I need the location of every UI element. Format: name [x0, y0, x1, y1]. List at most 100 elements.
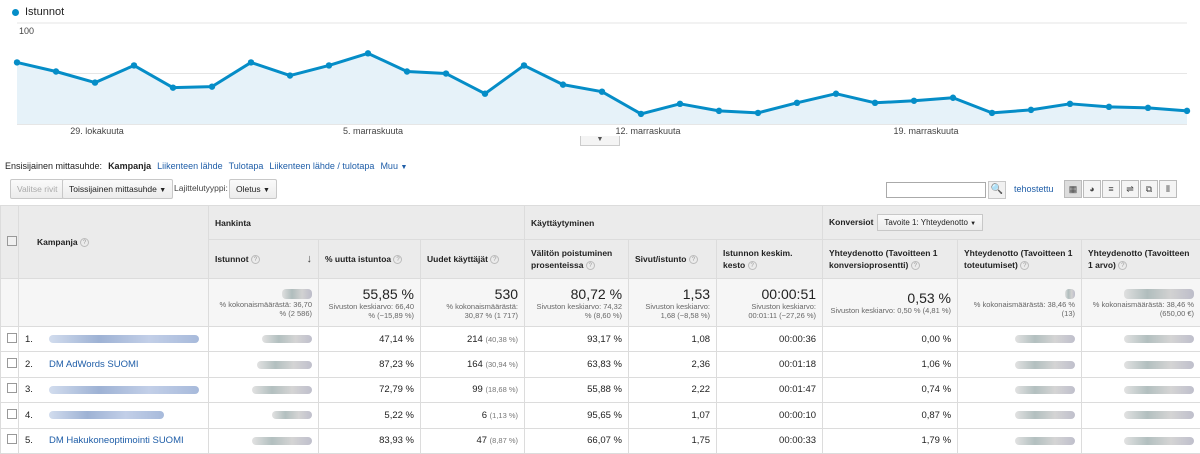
table-row[interactable]: 2. DM AdWords SUOMI 87,23 % 164 (30,94 %) 63… — [0, 351, 1200, 378]
bounce-cell: 63,83 % — [524, 351, 630, 378]
data-point — [208, 83, 216, 90]
row-checkbox[interactable] — [7, 358, 17, 369]
redacted-value — [1015, 360, 1076, 369]
redacted-campaign-link[interactable] — [49, 411, 164, 420]
help-icon[interactable]: ? — [1118, 261, 1128, 271]
column-header-pages-per-session[interactable]: Sivut/istunto ? — [628, 239, 718, 279]
table-row[interactable]: 3. 72,79 % 99 (18,68 %) 55,88 % 2,22 00:01:47… — [0, 376, 1200, 404]
redacted-value — [272, 411, 312, 420]
data-point — [130, 62, 138, 69]
help-icon[interactable]: ? — [747, 261, 757, 271]
table-search-input[interactable] — [886, 182, 986, 198]
completions-cell — [957, 427, 1083, 454]
redacted-campaign-link[interactable] — [49, 335, 199, 344]
select-all-checkbox[interactable] — [7, 236, 17, 246]
data-point — [442, 70, 450, 77]
search-button[interactable]: 🔍 — [988, 181, 1006, 199]
dimension-source-medium[interactable]: Liikenteen lähde / tulotapa — [269, 161, 375, 171]
row-checkbox[interactable] — [7, 408, 17, 419]
pie-view-button[interactable]: ◕ — [1083, 180, 1101, 198]
secondary-dimension-label: Toissijainen mittasuhde — [69, 184, 157, 194]
campaign-cell: 3. — [18, 376, 209, 404]
data-point — [1027, 106, 1035, 114]
chart-collapse-button[interactable]: ▼ — [580, 136, 620, 146]
totals-label-cell — [18, 278, 209, 327]
help-icon[interactable]: ? — [1020, 261, 1030, 271]
sessions-cell — [208, 325, 319, 353]
header-label: Uudet käyttäjät — [427, 254, 488, 264]
total-duration: 00:00:51 Sivuston keskiarvo: 00:01:11 (−2… — [716, 278, 824, 327]
dimension-medium[interactable]: Tulotapa — [228, 161, 264, 171]
goal-select-dropdown[interactable]: Tavoite 1: Yhteydenotto ▼ — [877, 214, 984, 231]
table-view-button[interactable]: ▦ — [1064, 180, 1082, 198]
column-header-bounce-rate[interactable]: Välitön poistuminen prosenteissa ? — [524, 239, 630, 279]
caret-down-icon: ▼ — [970, 221, 977, 227]
help-icon[interactable]: ? — [910, 261, 920, 271]
header-label: Istunnot — [215, 254, 249, 264]
sort-desc-icon: ↓ — [306, 253, 313, 265]
new-users-share: (40,38 %) — [485, 334, 519, 344]
duration-cell: 00:01:18 — [716, 351, 824, 378]
sort-type-value: Oletus — [236, 184, 261, 194]
row-checkbox[interactable] — [7, 332, 17, 343]
total-sub: Sivuston keskiarvo: 74,32 % (8,60 %) — [536, 301, 623, 320]
chart-plot[interactable] — [0, 0, 1200, 148]
new-users-share: (8,87 %) — [489, 436, 519, 446]
redacted-value — [1015, 385, 1076, 394]
column-header-goal-conv-rate[interactable]: Yhteydenotto (Tavoitteen 1 konversiopros… — [822, 239, 959, 279]
dimension-source[interactable]: Liikenteen lähde — [157, 161, 223, 171]
plot-rows-button[interactable]: Valitse rivit — [10, 179, 65, 199]
column-header-goal-completions[interactable]: Yhteydenotto (Tavoitteen 1 toteutumiset)… — [957, 239, 1083, 279]
table-row[interactable]: 1. 47,14 % 214 (40,38 %) 93,17 % 1,08 00:00:3… — [0, 325, 1200, 353]
term-cloud-view-button[interactable]: ⧉ — [1140, 180, 1158, 198]
column-header-sessions[interactable]: Istunnot ? ↓ — [208, 239, 319, 279]
legend-dot — [12, 8, 19, 16]
data-point — [1066, 100, 1074, 108]
column-header-new-users[interactable]: Uudet käyttäjät ? — [419, 239, 526, 279]
comparison-view-button[interactable]: ⇌ — [1121, 180, 1139, 198]
new-users-share: (1,13 %) — [489, 410, 519, 420]
table-row[interactable]: 5. DM Hakukoneoptimointi SUOMI 83,93 % 47 (… — [0, 427, 1200, 454]
x-tick-label: 29. lokakuuta — [70, 126, 124, 136]
pivot-icon: ⧉ — [1145, 184, 1153, 194]
sort-type-dropdown[interactable]: Oletus ▼ — [229, 179, 277, 199]
completions-cell — [957, 402, 1083, 429]
group-conversions: Konversiot Tavoite 1: Yhteydenotto ▼ — [822, 205, 1200, 240]
campaign-column-header[interactable]: Kampanja ? — [18, 205, 209, 279]
table-row[interactable]: 4. 5,22 % 6 (1,13 %) 95,65 % 1,07 00:00:10 0,8… — [0, 402, 1200, 429]
data-point — [988, 109, 996, 117]
help-icon[interactable]: ? — [688, 255, 698, 265]
total-new-pct: 55,85 % Sivuston keskiarvo: 66,40 % (−15,… — [318, 278, 421, 327]
x-tick-label: 12. marraskuuta — [615, 126, 681, 136]
data-point — [754, 109, 762, 117]
total-sub: % kokonaismäärästä: 38,46 % (13) — [973, 299, 1076, 318]
new-users-value: 47 — [476, 435, 488, 447]
new-users-cell: 47 (8,87 %) — [419, 427, 526, 454]
campaign-link[interactable]: DM Hakukoneoptimointi SUOMI — [49, 435, 184, 447]
dimension-other[interactable]: Muu ▼ — [380, 161, 407, 171]
header-label: % uutta istuntoa — [325, 254, 392, 264]
help-icon[interactable]: ? — [585, 261, 595, 271]
performance-view-button[interactable]: ≡ — [1102, 180, 1120, 198]
column-header-new-sessions-pct[interactable]: % uutta istuntoa ? — [318, 239, 421, 279]
row-checkbox[interactable] — [7, 434, 17, 445]
campaign-link[interactable]: DM AdWords SUOMI — [49, 359, 139, 371]
redacted-value — [1015, 411, 1076, 420]
redacted-campaign-link[interactable] — [49, 385, 199, 394]
header-label: Istunnon keskim. kesto — [723, 248, 793, 270]
help-icon[interactable]: ? — [490, 255, 500, 265]
column-header-avg-duration[interactable]: Istunnon keskim. kesto ? — [716, 239, 824, 279]
pivot-view-button[interactable]: ⦀ — [1159, 180, 1177, 198]
caret-down-icon: ▼ — [159, 187, 167, 194]
data-point — [832, 90, 840, 97]
help-icon[interactable]: ? — [393, 255, 403, 265]
secondary-dimension-dropdown[interactable]: Toissijainen mittasuhde ▼ — [62, 179, 174, 199]
dimension-campaign[interactable]: Kampanja — [108, 161, 152, 171]
column-header-goal-value[interactable]: Yhteydenotto (Tavoitteen 1 arvo) ? — [1081, 239, 1200, 279]
advanced-filter-link[interactable]: tehostettu — [1014, 184, 1054, 194]
help-icon[interactable]: ? — [250, 255, 260, 265]
campaign-cell: 4. — [18, 402, 209, 429]
row-checkbox[interactable] — [7, 383, 17, 394]
help-icon[interactable]: ? — [80, 238, 89, 248]
duration-cell: 00:01:47 — [716, 376, 824, 404]
